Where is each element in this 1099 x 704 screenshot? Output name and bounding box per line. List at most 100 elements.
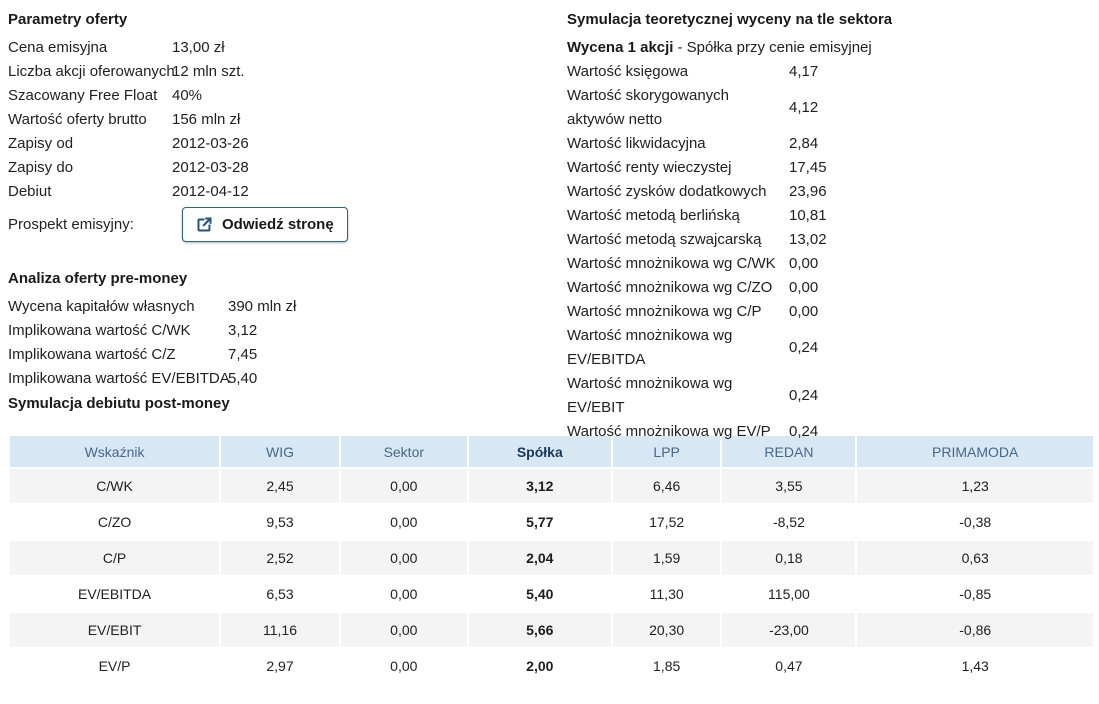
table-cell: 1,59	[612, 541, 721, 575]
kv-value: 7,45	[228, 346, 258, 363]
table-cell: 6,46	[612, 469, 721, 503]
kv-label: Wartość mnożnikowa wg EV/EBITDA	[567, 327, 733, 368]
table-cell: 0,00	[340, 577, 467, 611]
table-header-lpp: LPP	[612, 436, 721, 467]
kv-value: 13,00 zł	[172, 39, 225, 56]
table-cell-spolka: 2,00	[468, 649, 611, 683]
kv-row: Wartość metodą berlińską 10,81	[567, 204, 1099, 228]
table-row: EV/EBITDA 6,53 0,00 5,40 11,30 115,00 -0…	[10, 577, 1093, 611]
kv-label: Wartość mnożnikowa wg C/P	[567, 303, 762, 320]
kv-label: Szacowany Free Float	[8, 87, 158, 104]
table-cell: 1,43	[857, 649, 1093, 683]
sector-valuation-section: Symulacja teoretycznej wyceny na tle sek…	[567, 8, 1099, 440]
kv-value: 40%	[172, 87, 203, 104]
visit-prospectus-button[interactable]: Odwiedź stronę	[182, 206, 348, 242]
indicator-cell: EV/EBITDA	[10, 577, 220, 611]
kv-value: 390 mln zł	[228, 298, 297, 315]
kv-value: 0,00	[789, 279, 819, 296]
kv-label: Wartość mnożnikowa wg EV/EBIT	[567, 375, 733, 416]
valuation-subtitle: Wycena 1 akcji - Spółka przy cenie emisyj…	[567, 36, 1099, 60]
kv-label: Wartość księgowa	[567, 63, 689, 80]
kv-label: Wartość mnożnikowa wg C/WK	[567, 255, 776, 272]
kv-value: 17,45	[789, 159, 827, 176]
kv-value: 0,24	[789, 387, 819, 404]
kv-label: Cena emisyjna	[8, 39, 108, 56]
table-cell: 115,00	[722, 577, 856, 611]
offer-parameters-section: Parametry oferty Cena emisyjna 13,00 zł …	[8, 8, 567, 242]
kv-label: Implikowana wartość C/Z	[8, 346, 176, 363]
table-cell: 0,00	[340, 613, 467, 647]
kv-value: 0,24	[789, 423, 819, 440]
table-cell: 20,30	[612, 613, 721, 647]
kv-value: 4,17	[789, 63, 819, 80]
table-cell: 2,97	[221, 649, 339, 683]
sector-comparison-table: Wskaźnik WIG Sektor Spółka LPP REDAN PRI…	[8, 434, 1095, 685]
kv-row: Wartość mnożnikowa wg C/P 0,00	[567, 300, 1099, 324]
kv-row: Implikowana wartość C/Z 7,45	[8, 343, 567, 367]
kv-row: Wartość zysków dodatkowych 23,96	[567, 180, 1099, 204]
indicator-cell: C/ZO	[10, 505, 220, 539]
table-row: C/WK 2,45 0,00 3,12 6,46 3,55 1,23	[10, 469, 1093, 503]
kv-label: Wartość zysków dodatkowych	[567, 183, 767, 200]
kv-row: Wartość mnożnikowa wg EV/EBIT 0,24	[567, 372, 1099, 420]
table-cell-spolka: 3,12	[468, 469, 611, 503]
valuation-subtitle-bold: Wycena 1 akcji	[567, 39, 674, 56]
table-cell: 17,52	[612, 505, 721, 539]
table-header-sektor: Sektor	[340, 436, 467, 467]
kv-value: 2,84	[789, 135, 819, 152]
table-cell: 2,52	[221, 541, 339, 575]
kv-row: Zapisy od 2012-03-26	[8, 132, 567, 156]
kv-value: 0,24	[789, 339, 819, 356]
indicator-cell: EV/P	[10, 649, 220, 683]
indicator-cell: C/P	[10, 541, 220, 575]
table-cell-spolka: 5,66	[468, 613, 611, 647]
table-header-row: Wskaźnik WIG Sektor Spółka LPP REDAN PRI…	[10, 436, 1093, 467]
table-cell: 0,00	[340, 541, 467, 575]
table-cell: -0,38	[857, 505, 1093, 539]
kv-row: Wycena kapitałów własnych 390 mln zł	[8, 295, 567, 319]
kv-row: Wartość mnożnikowa wg C/ZO 0,00	[567, 276, 1099, 300]
kv-label: Zapisy do	[8, 159, 74, 176]
pre-money-title: Analiza oferty pre-money	[8, 270, 188, 287]
kv-label: Wartość metodą berlińską	[567, 207, 740, 224]
sector-valuation-title: Symulacja teoretycznej wyceny na tle sek…	[567, 11, 893, 28]
kv-label: Wartość likwidacyjna	[567, 135, 706, 152]
table-cell-spolka: 5,40	[468, 577, 611, 611]
table-row: EV/EBIT 11,16 0,00 5,66 20,30 -23,00 -0,…	[10, 613, 1093, 647]
kv-row: Wartość likwidacyjna 2,84	[567, 132, 1099, 156]
offer-parameters-title: Parametry oferty	[8, 11, 128, 28]
table-cell: 0,18	[722, 541, 856, 575]
kv-label: Wartość mnożnikowa wg EV/P	[567, 423, 771, 440]
table-cell: 1,85	[612, 649, 721, 683]
kv-value: 10,81	[789, 207, 827, 224]
table-row: C/P 2,52 0,00 2,04 1,59 0,18 0,63	[10, 541, 1093, 575]
kv-row: Wartość mnożnikowa wg EV/P 0,24	[567, 420, 1099, 444]
kv-row: Wartość skorygowanych aktywów netto 4,12	[567, 84, 1099, 132]
prospectus-label: Prospekt emisyjny:	[8, 215, 134, 233]
table-cell: -0,85	[857, 577, 1093, 611]
table-cell: 2,45	[221, 469, 339, 503]
table-cell: 11,16	[221, 613, 339, 647]
kv-value: 5,40	[228, 370, 258, 387]
indicator-cell: EV/EBIT	[10, 613, 220, 647]
external-link-icon	[196, 216, 213, 233]
post-money-title: Symulacja debiutu post-money	[8, 395, 230, 412]
kv-value: 13,02	[789, 231, 827, 248]
kv-row: Szacowany Free Float 40%	[8, 84, 567, 108]
kv-value: 2012-03-28	[172, 159, 249, 176]
table-row: EV/P 2,97 0,00 2,00 1,85 0,47 1,43	[10, 649, 1093, 683]
table-cell: 9,53	[221, 505, 339, 539]
kv-label: Liczba akcji oferowanych	[8, 63, 175, 80]
kv-label: Zapisy od	[8, 135, 74, 152]
table-cell: 0,00	[340, 649, 467, 683]
kv-row: Debiut 2012-04-12	[8, 180, 567, 204]
kv-value: 0,00	[789, 255, 819, 272]
kv-label: Debiut	[8, 183, 52, 200]
kv-value: 2012-04-12	[172, 183, 249, 200]
table-header-spolka: Spółka	[468, 436, 611, 467]
kv-value: 23,96	[789, 183, 827, 200]
prospectus-row: Prospekt emisyjny: Odwiedź stronę	[8, 206, 567, 242]
left-column: Parametry oferty Cena emisyjna 13,00 zł …	[8, 8, 567, 434]
table-cell: 1,23	[857, 469, 1093, 503]
